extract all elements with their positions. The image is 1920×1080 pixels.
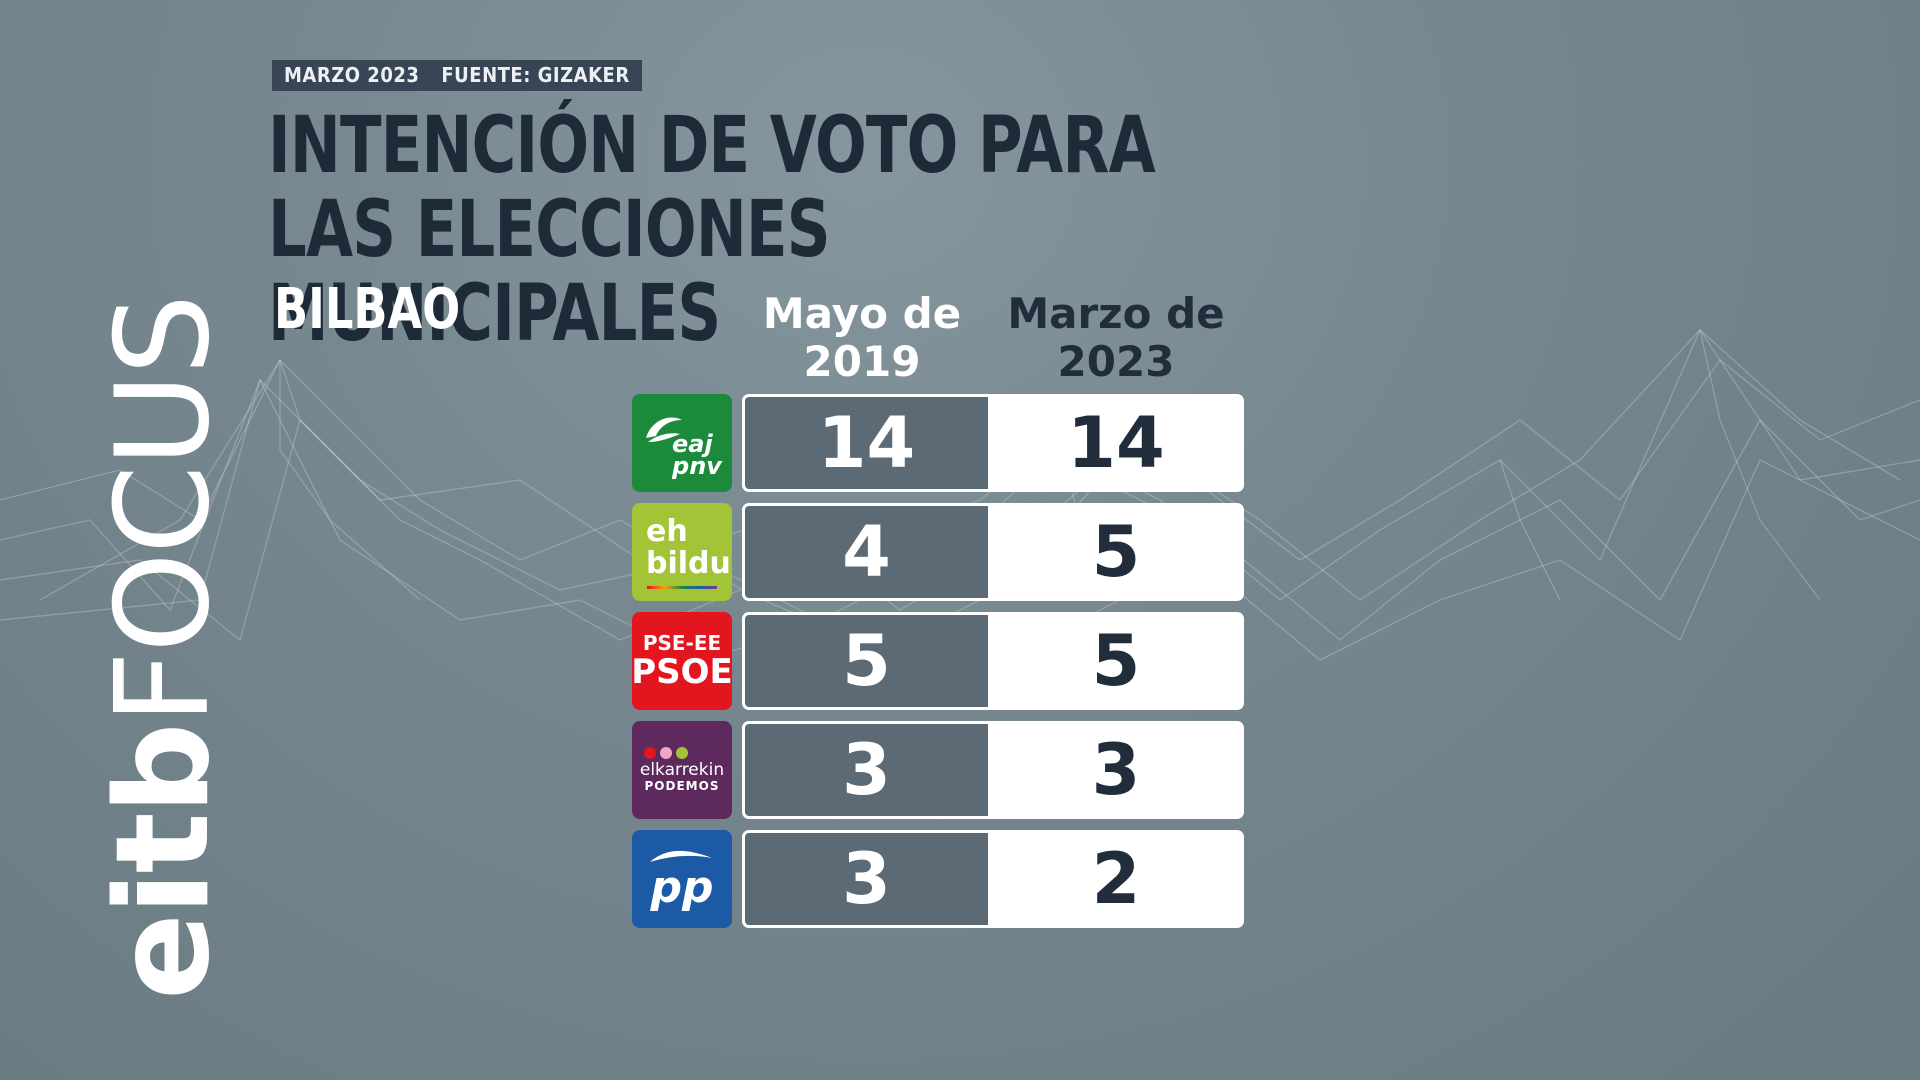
psoe-party-logo-icon: PSE-EE PSOE [631, 612, 733, 710]
eitb-focus-logo: eitbFOCUS [89, 296, 238, 1000]
table-row: eaj pnv 14 14 [632, 394, 1244, 492]
title-line-1: INTENCIÓN DE VOTO PARA LAS ELECCIONES [268, 101, 1156, 275]
podemos-dots-icon [644, 747, 720, 759]
column-header-2023-line2: 2023 [1057, 337, 1175, 386]
pnv-logo-text-2: pnv [672, 452, 722, 480]
column-header-2023-line1: Marzo de [1007, 289, 1225, 338]
logo-eitb-text: eitb [89, 724, 238, 1001]
podemos-logo-text-1: elkarrekin [639, 760, 725, 780]
value-2023-psoe: 5 [988, 612, 1244, 710]
bildu-stripe-icon [647, 585, 717, 589]
table-row: elkarrekin PODEMOS 3 3 [632, 721, 1244, 819]
bildu-party-logo-icon: eh bildu [632, 503, 732, 601]
value-2023-pp: 2 [988, 830, 1244, 928]
psoe-logo-text-2: PSOE [631, 652, 733, 692]
column-header-2019: Mayo de 2019 [732, 290, 992, 386]
value-2023-bildu: 5 [988, 503, 1244, 601]
title-line-2: MUNICIPALES [268, 269, 721, 359]
pnv-party-logo-icon: eaj pnv [632, 394, 732, 492]
value-2019-bildu: 4 [742, 503, 988, 601]
pnv-leaf-icon [646, 417, 682, 442]
podemos-party-logo-icon: elkarrekin PODEMOS [632, 721, 732, 819]
pp-gull-icon [650, 850, 712, 862]
city-subtitle: BILBAO [274, 277, 461, 342]
column-header-2019-line1: Mayo de [762, 289, 962, 338]
source-label: FUENTE: GIZAKER [441, 63, 630, 87]
table-row: eh bildu 4 5 [632, 503, 1244, 601]
column-header-2023: Marzo de 2023 [986, 290, 1246, 386]
bildu-logo-text-2: bildu [646, 545, 731, 581]
psoe-logo-text-1: PSE-EE [642, 631, 722, 655]
value-2019-pp: 3 [742, 830, 988, 928]
chart-title: INTENCIÓN DE VOTO PARA LAS ELECCIONES MU… [268, 104, 1282, 356]
podemos-logo-text-2: PODEMOS [644, 779, 720, 793]
pp-party-logo-icon: pp [632, 830, 732, 928]
value-2023-pnv: 14 [988, 394, 1244, 492]
value-2023-podemos: 3 [988, 721, 1244, 819]
pp-logo-text: pp [650, 862, 714, 913]
table-row: pp 3 2 [632, 830, 1244, 928]
bildu-logo-text-1: eh [646, 513, 688, 549]
value-2019-psoe: 5 [742, 612, 988, 710]
table-row: PSE-EE PSOE 5 5 [631, 612, 1244, 710]
source-tag: MARZO 2023 FUENTE: GIZAKER [272, 60, 642, 91]
value-2019-pnv: 14 [742, 394, 988, 492]
pnv-logo-text-1: eaj [672, 430, 713, 458]
column-header-2019-line2: 2019 [803, 337, 921, 386]
logo-focus-text: FOCUS [89, 295, 238, 725]
value-2019-podemos: 3 [742, 721, 988, 819]
date-tag: MARZO 2023 [284, 63, 420, 87]
